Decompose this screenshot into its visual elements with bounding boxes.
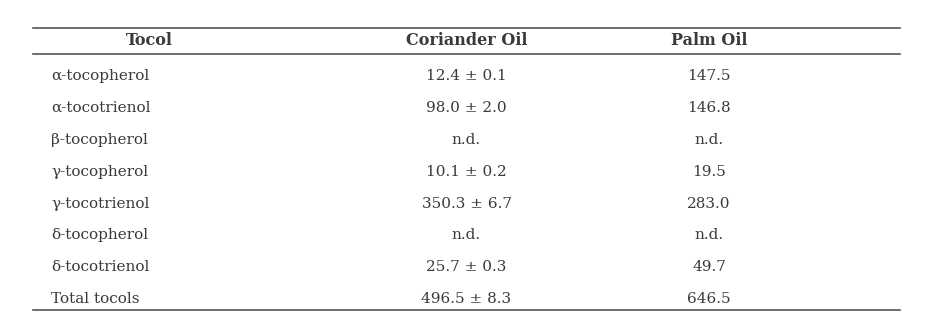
Text: δ-tocotrienol: δ-tocotrienol: [51, 260, 149, 274]
Text: 496.5 ± 8.3: 496.5 ± 8.3: [422, 292, 511, 306]
Text: β-tocopherol: β-tocopherol: [51, 133, 148, 147]
Text: n.d.: n.d.: [694, 133, 724, 147]
Text: 98.0 ± 2.0: 98.0 ± 2.0: [426, 101, 507, 115]
Text: 350.3 ± 6.7: 350.3 ± 6.7: [422, 197, 511, 211]
Text: Tocol: Tocol: [126, 32, 173, 49]
Text: Total tocols: Total tocols: [51, 292, 140, 306]
Text: γ-tocopherol: γ-tocopherol: [51, 165, 148, 179]
Text: 146.8: 146.8: [688, 101, 731, 115]
Text: α-tocopherol: α-tocopherol: [51, 69, 149, 84]
Text: δ-tocopherol: δ-tocopherol: [51, 228, 148, 242]
Text: 646.5: 646.5: [688, 292, 731, 306]
Text: 49.7: 49.7: [692, 260, 726, 274]
Text: 10.1 ± 0.2: 10.1 ± 0.2: [426, 165, 507, 179]
Text: 283.0: 283.0: [688, 197, 731, 211]
Text: 12.4 ± 0.1: 12.4 ± 0.1: [426, 69, 507, 84]
Text: Coriander Oil: Coriander Oil: [406, 32, 527, 49]
Text: 147.5: 147.5: [688, 69, 731, 84]
Text: γ-tocotrienol: γ-tocotrienol: [51, 197, 149, 211]
Text: Palm Oil: Palm Oil: [671, 32, 747, 49]
Text: n.d.: n.d.: [452, 228, 481, 242]
Text: α-tocotrienol: α-tocotrienol: [51, 101, 151, 115]
Text: n.d.: n.d.: [694, 228, 724, 242]
Text: 19.5: 19.5: [692, 165, 726, 179]
Text: n.d.: n.d.: [452, 133, 481, 147]
Text: 25.7 ± 0.3: 25.7 ± 0.3: [426, 260, 507, 274]
